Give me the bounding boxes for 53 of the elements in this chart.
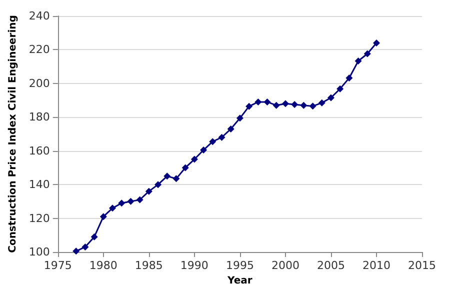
point — [354, 58, 362, 65]
point — [118, 200, 126, 207]
point — [264, 98, 271, 106]
x-tick-label: 2010 — [362, 259, 390, 272]
point — [372, 39, 380, 46]
x-tick-label: 1980 — [89, 259, 118, 272]
x-tick-label: 1985 — [134, 259, 163, 272]
y-tick-label: 240 — [28, 10, 50, 22]
point — [218, 134, 226, 141]
x-tick-label: 2015 — [408, 259, 436, 272]
point — [136, 196, 144, 204]
x-tick-label: 1975 — [44, 259, 72, 272]
point — [318, 99, 326, 106]
point — [300, 102, 308, 109]
point — [346, 74, 353, 82]
y-axis-title: Construction Price Index Civil Engineering — [8, 15, 18, 253]
point — [182, 164, 189, 172]
point — [227, 125, 234, 132]
point — [90, 233, 98, 240]
point — [327, 94, 334, 102]
point — [190, 156, 198, 163]
point — [336, 85, 344, 92]
point — [127, 198, 134, 205]
y-tick-label: 200 — [28, 76, 50, 90]
y-tick-label: 100 — [28, 246, 50, 258]
point — [172, 175, 180, 182]
point — [291, 101, 298, 108]
x-axis-title: Year — [226, 276, 252, 286]
point — [272, 102, 280, 109]
x-tick-label: 1990 — [180, 259, 208, 272]
y-tick-label: 160 — [28, 144, 50, 158]
point — [309, 102, 316, 110]
point — [200, 146, 208, 154]
point — [109, 204, 116, 212]
x-tick-label: 2005 — [316, 259, 345, 272]
point — [236, 114, 244, 122]
point — [364, 50, 371, 58]
point — [72, 248, 80, 255]
point — [209, 138, 216, 146]
point — [100, 213, 107, 220]
point — [164, 172, 171, 180]
y-tick-label: 140 — [28, 178, 50, 192]
point — [154, 181, 162, 188]
y-tick-label: 120 — [28, 212, 50, 225]
x-tick-label: 2000 — [271, 259, 300, 272]
point — [246, 102, 253, 110]
x-tick-label: 1995 — [226, 259, 254, 272]
point — [145, 188, 152, 195]
y-tick-label: 180 — [28, 110, 50, 124]
point — [254, 98, 262, 106]
point — [282, 100, 289, 108]
y-tick-label: 220 — [28, 43, 50, 56]
point — [82, 243, 89, 250]
